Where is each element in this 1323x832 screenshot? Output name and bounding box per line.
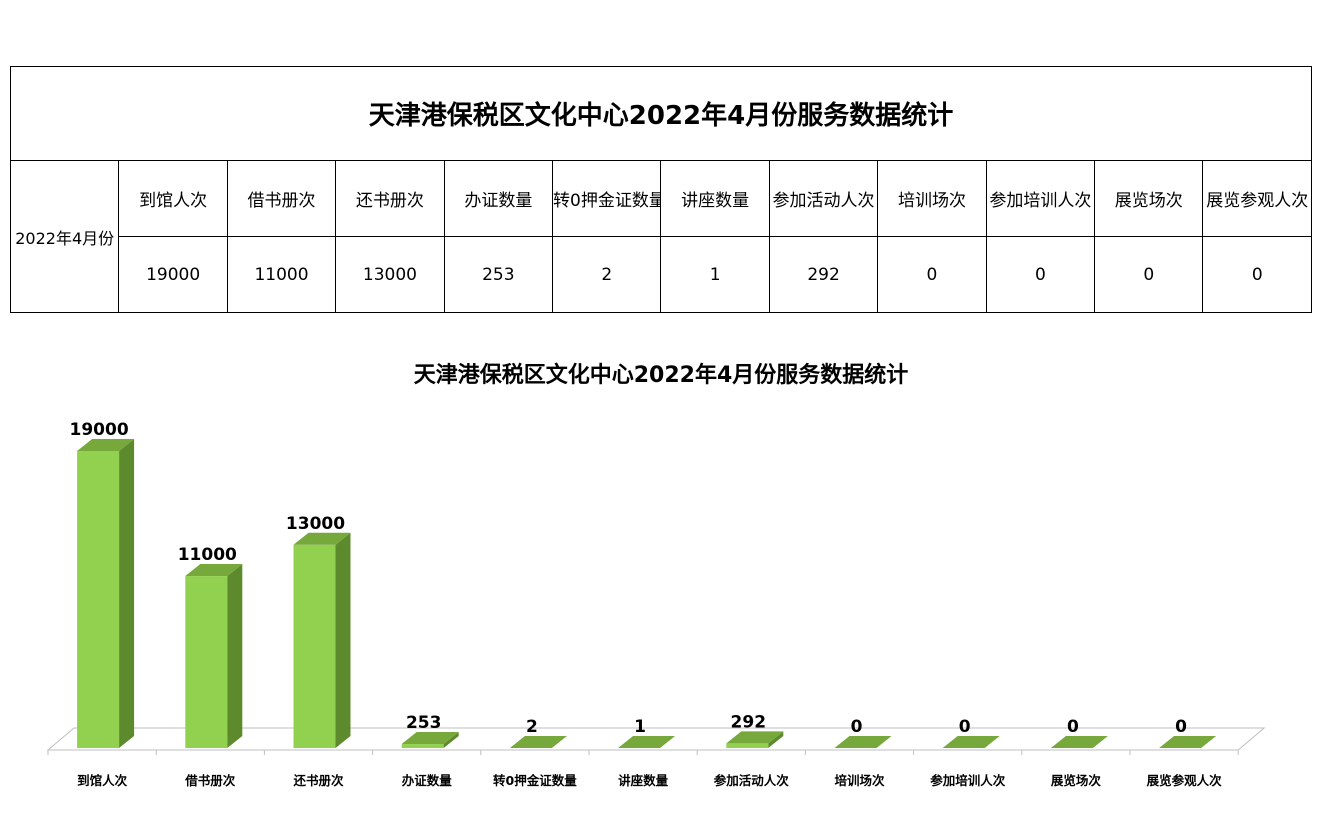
x-axis-label: 讲座数量 xyxy=(618,773,669,788)
header-cell: 参加活动人次 xyxy=(768,160,879,237)
x-axis-label: 转0押金证数量 xyxy=(493,773,577,788)
header-cell: 转0押金证数量 xyxy=(552,160,662,237)
bar-top xyxy=(618,735,676,748)
bar xyxy=(77,439,135,748)
data-label: 0 xyxy=(959,717,971,737)
bar-top xyxy=(401,732,459,745)
bar xyxy=(1159,736,1217,748)
bar xyxy=(293,532,351,748)
value-cell: 0 xyxy=(985,236,1096,313)
bar xyxy=(401,732,459,748)
value-cell: 0 xyxy=(1094,236,1204,313)
data-label: 11000 xyxy=(178,545,237,565)
x-axis-label: 参加活动人次 xyxy=(714,773,790,788)
value-cell: 2 xyxy=(552,236,662,313)
value-cell: 253 xyxy=(443,236,554,313)
bar-side xyxy=(768,731,784,748)
x-axis-label: 展览参观人次 xyxy=(1147,773,1223,788)
bar-top xyxy=(1050,736,1108,748)
data-label: 0 xyxy=(851,717,863,737)
bar-top xyxy=(942,736,1000,748)
x-axis-label: 参加培训人次 xyxy=(930,773,1006,788)
period-cell: 2022年4月份 xyxy=(9,160,120,313)
value-cell: 13000 xyxy=(335,236,445,313)
header-cell: 还书册次 xyxy=(335,160,445,237)
x-axis-label: 展览场次 xyxy=(1051,773,1102,788)
x-axis-label: 还书册次 xyxy=(292,773,344,788)
bar-front xyxy=(185,576,228,748)
data-label: 2 xyxy=(526,717,538,737)
bar-top xyxy=(1159,736,1217,748)
value-cell: 292 xyxy=(768,236,879,313)
x-axis-label: 培训场次 xyxy=(834,773,885,788)
bar xyxy=(185,564,243,748)
x-axis-labels: 到馆人次 借书册次 还书册次 办证数量 转0押金证数量 讲座数量 参加活动人次 培训场次 参加培… xyxy=(77,773,1222,788)
bar xyxy=(942,736,1000,748)
data-label: 13000 xyxy=(286,514,345,534)
bar-top xyxy=(185,564,243,577)
bar-top xyxy=(509,735,567,748)
header-cell: 办证数量 xyxy=(443,160,554,237)
chart-bars: 19000 11000 13000 253 2 1 292 0 0 0 0 xyxy=(70,420,1217,748)
header-cell: 借书册次 xyxy=(226,160,337,237)
data-label: 19000 xyxy=(70,420,129,440)
value-cell: 19000 xyxy=(118,236,228,313)
bar-side xyxy=(119,439,135,748)
value-cell: 11000 xyxy=(226,236,337,313)
data-label: 292 xyxy=(731,712,767,732)
bar-top xyxy=(293,532,351,545)
data-label: 1 xyxy=(634,717,646,737)
bar xyxy=(1050,736,1108,748)
header-cell: 到馆人次 xyxy=(118,160,228,237)
header-cell: 参加培训人次 xyxy=(985,160,1096,237)
bar-side xyxy=(443,732,459,748)
bar xyxy=(726,731,784,748)
bar-chart: 天津港保税区文化中心2022年4月份服务数据统计 19000 11000 13000… xyxy=(46,362,1266,788)
bar xyxy=(509,735,567,748)
chart-title: 天津港保税区文化中心2022年4月份服务数据统计 xyxy=(414,362,909,388)
value-cell: 1 xyxy=(660,236,770,313)
bar-front xyxy=(726,743,769,748)
bar-front xyxy=(77,451,120,748)
bar-side xyxy=(660,735,676,748)
header-cell: 培训场次 xyxy=(877,160,987,237)
data-label: 0 xyxy=(1175,717,1187,737)
floor-plane xyxy=(46,727,1266,751)
bar-top xyxy=(834,736,892,748)
value-cell: 0 xyxy=(877,236,987,313)
x-axis-label: 办证数量 xyxy=(402,773,453,788)
data-label: 0 xyxy=(1067,717,1079,737)
bar-side xyxy=(227,564,243,748)
bar-top xyxy=(77,439,135,451)
header-cell: 展览参观人次 xyxy=(1202,160,1312,237)
bar-front xyxy=(293,544,336,748)
chart-floor xyxy=(46,727,1266,755)
x-axis-label: 借书册次 xyxy=(184,773,236,788)
table-title: 天津港保税区文化中心2022年4月份服务数据统计 xyxy=(10,66,1312,161)
bar-side xyxy=(551,735,567,748)
x-axis-label: 到馆人次 xyxy=(77,773,128,788)
header-cell: 讲座数量 xyxy=(660,160,770,237)
bar xyxy=(618,735,676,748)
bar-top xyxy=(726,731,784,744)
value-cell: 0 xyxy=(1202,236,1312,313)
header-cell: 展览场次 xyxy=(1094,160,1204,237)
bar xyxy=(834,736,892,748)
data-label: 253 xyxy=(406,713,442,733)
stats-table: 天津港保税区文化中心2022年4月份服务数据统计 2022年4月份 到馆人次 借… xyxy=(9,66,1312,313)
bar-front xyxy=(401,744,444,748)
bar-side xyxy=(335,532,351,748)
